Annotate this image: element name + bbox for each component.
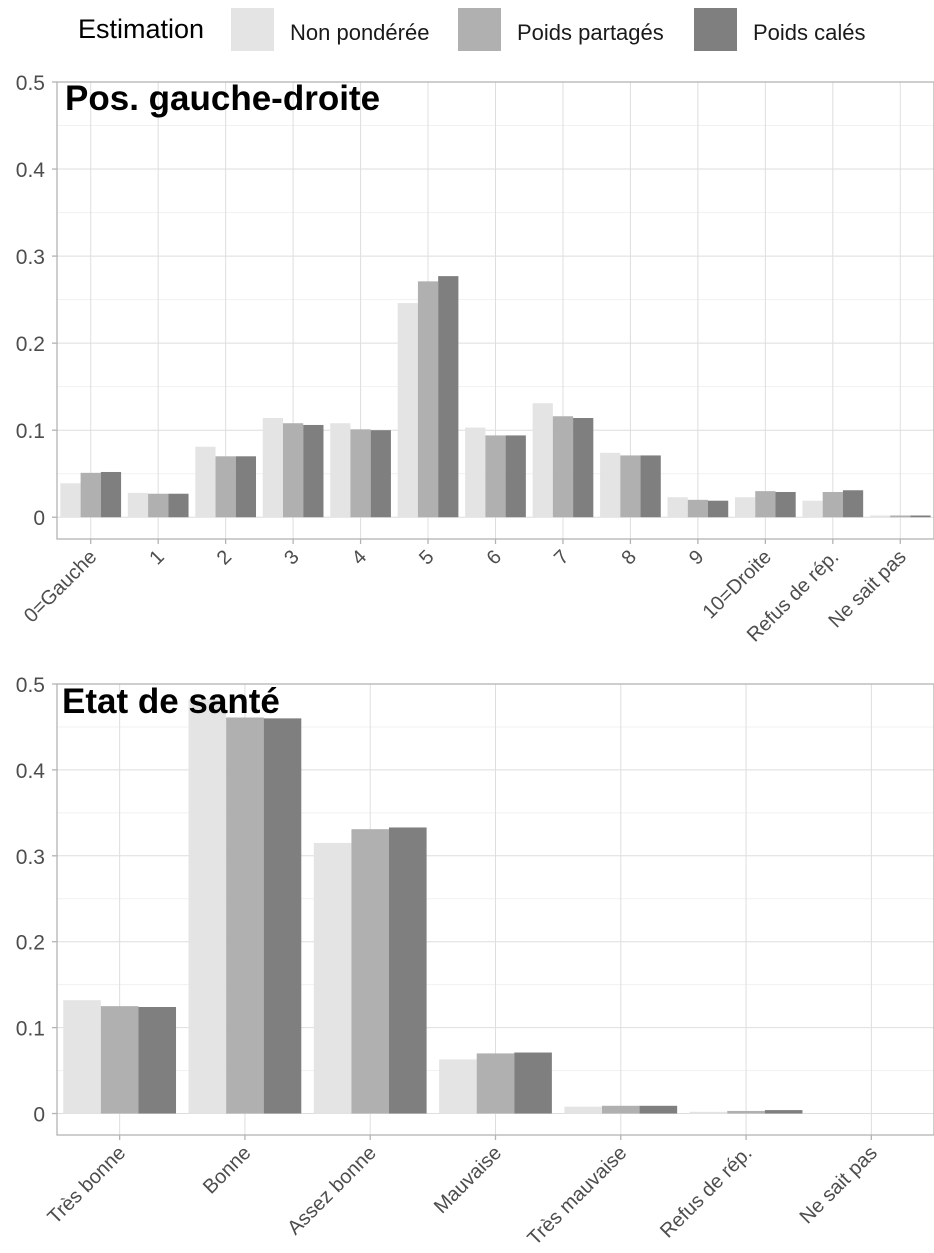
y-tick-label: 0.1: [16, 1018, 45, 1041]
y-tick-label: 0.2: [16, 333, 45, 356]
x-tick-label: 0=Gauche: [20, 546, 101, 627]
bar-refus-de-rep-non-ponderee: [689, 1111, 728, 1114]
bar-8-poids-cales: [640, 455, 661, 518]
y-tick-label: 0.4: [16, 760, 46, 783]
bar-9-poids-cales: [708, 500, 729, 518]
bar-3-non-ponderee: [262, 418, 283, 518]
bar-ne-sait-pas-non-ponderee: [869, 515, 891, 518]
bar-refus-de-rep-poids-partages: [727, 1110, 765, 1114]
x-tick-label: 7: [550, 546, 573, 569]
x-tick-label: 3: [280, 546, 303, 569]
y-tick-label: 0.3: [16, 846, 45, 869]
y-tick-label: 0.5: [16, 674, 45, 697]
bar-6-poids-cales: [505, 435, 526, 518]
bar-tres-mauvaise-poids-partages: [601, 1105, 640, 1114]
bar-refus-de-rep-poids-partages: [822, 491, 843, 518]
x-tick-label: Assez bonne: [283, 1142, 380, 1239]
x-tick-label: 8: [618, 546, 641, 569]
bar-6-non-ponderee: [465, 427, 486, 518]
chart-pos-gauche-droite: 00.10.20.30.40.50=Gauche 1 2 3 4 5 6 7 8 910=Droi…: [16, 72, 934, 646]
bar-5-non-ponderee: [397, 303, 418, 518]
bar-7-poids-cales: [573, 418, 594, 518]
x-tick-label: 1: [145, 546, 168, 569]
x-tick-label: Très mauvaise: [524, 1142, 632, 1250]
bar-assez-bonne-non-ponderee: [313, 842, 352, 1114]
bar-bonne-poids-partages: [226, 717, 264, 1114]
x-tick-label: Très bonne: [44, 1142, 131, 1229]
bar-tres-mauvaise-non-ponderee: [564, 1106, 602, 1114]
bar-8-poids-partages: [620, 455, 641, 518]
legend-swatch-poids-cales: [694, 8, 737, 51]
bar-10-droite-non-ponderee: [734, 497, 756, 518]
bar-2-poids-cales: [235, 456, 257, 518]
bar-7-non-ponderee: [532, 403, 553, 518]
y-tick-label: 0.3: [16, 246, 45, 269]
y-tick-label: 0.1: [16, 420, 45, 443]
bar-9-non-ponderee: [667, 497, 688, 518]
x-tick-label: Refus de rép.: [656, 1142, 756, 1242]
y-tick-label: 0.2: [16, 932, 45, 955]
y-tick-label: 0.5: [16, 72, 45, 95]
bar-3-poids-cales: [303, 424, 324, 518]
bar-tres-bonne-non-ponderee: [63, 1000, 101, 1114]
bar-5-poids-cales: [438, 276, 459, 518]
bar-mauvaise-poids-cales: [514, 1052, 552, 1114]
bar-tres-mauvaise-poids-cales: [639, 1105, 678, 1114]
bar-1-poids-partages: [148, 493, 169, 518]
bar-8-non-ponderee: [600, 452, 621, 518]
x-tick-label: Mauvaise: [430, 1142, 506, 1218]
bar-ne-sait-pas-poids-cales: [910, 515, 931, 518]
legend-label-poids-cales: Poids calés: [753, 20, 866, 45]
bar-10-droite-poids-cales: [775, 491, 796, 518]
bar-9-poids-partages: [687, 499, 709, 518]
chart-title: Pos. gauche-droite: [65, 79, 380, 118]
bar-3-poids-partages: [282, 423, 304, 518]
legend: Estimation Non pondérée Poids partagés P…: [0, 0, 934, 60]
bar-4-non-ponderee: [330, 423, 351, 518]
legend-label-poids-partages: Poids partagés: [517, 20, 664, 45]
y-tick-label: 0: [33, 507, 45, 530]
x-tick-label: 2: [213, 546, 236, 569]
bar-assez-bonne-poids-partages: [351, 829, 390, 1114]
bar-0-gauche-poids-cales: [100, 471, 122, 518]
bar-tres-bonne-poids-partages: [100, 1006, 139, 1114]
x-tick-label: Ne sait pas: [796, 1142, 882, 1228]
legend-swatch-non-ponderee: [231, 8, 274, 51]
bar-2-poids-partages: [215, 456, 236, 518]
x-tick-label: 4: [348, 546, 371, 569]
bar-0-gauche-poids-partages: [80, 472, 101, 518]
bar-5-poids-partages: [417, 281, 439, 518]
x-tick-label: 9: [685, 546, 708, 569]
bar-4-poids-partages: [350, 429, 371, 518]
x-tick-label: 5: [415, 546, 438, 569]
chart-etat-de-sante: 0 0.1 0.2 0.3 0.4 0.5 Très bonne Bonne Assez bon…: [16, 674, 934, 1250]
bar-refus-de-rep-non-ponderee: [802, 500, 823, 518]
x-tick-label: 6: [483, 546, 506, 569]
bar-7-poids-partages: [552, 416, 574, 518]
x-tick-label: Bonne: [199, 1142, 255, 1198]
bar-refus-de-rep-poids-cales: [764, 1110, 803, 1114]
bar-mauvaise-non-ponderee: [439, 1059, 477, 1114]
bar-tres-bonne-poids-cales: [138, 1007, 177, 1114]
chart-title: Etat de santé: [62, 682, 280, 721]
bar-0-gauche-non-ponderee: [60, 483, 81, 518]
bar-4-poids-cales: [370, 430, 391, 518]
bar-ne-sait-pas-poids-partages: [890, 515, 911, 518]
bar-refus-de-rep-poids-cales: [842, 490, 864, 518]
legend-label-non-ponderee: Non pondérée: [290, 20, 430, 45]
bar-bonne-non-ponderee: [188, 699, 227, 1114]
bar-2-non-ponderee: [195, 446, 216, 518]
y-tick-label: 0: [33, 1104, 45, 1127]
bar-1-non-ponderee: [127, 492, 149, 518]
bar-assez-bonne-poids-cales: [389, 827, 427, 1114]
bar-10-droite-poids-partages: [755, 491, 776, 518]
legend-swatch-poids-partages: [458, 8, 501, 51]
bar-1-poids-cales: [168, 493, 189, 518]
bar-6-poids-partages: [485, 435, 506, 518]
bar-mauvaise-poids-partages: [476, 1053, 515, 1114]
y-tick-label: 0.4: [16, 159, 46, 182]
bar-bonne-poids-cales: [263, 718, 302, 1114]
legend-title: Estimation: [78, 14, 205, 44]
